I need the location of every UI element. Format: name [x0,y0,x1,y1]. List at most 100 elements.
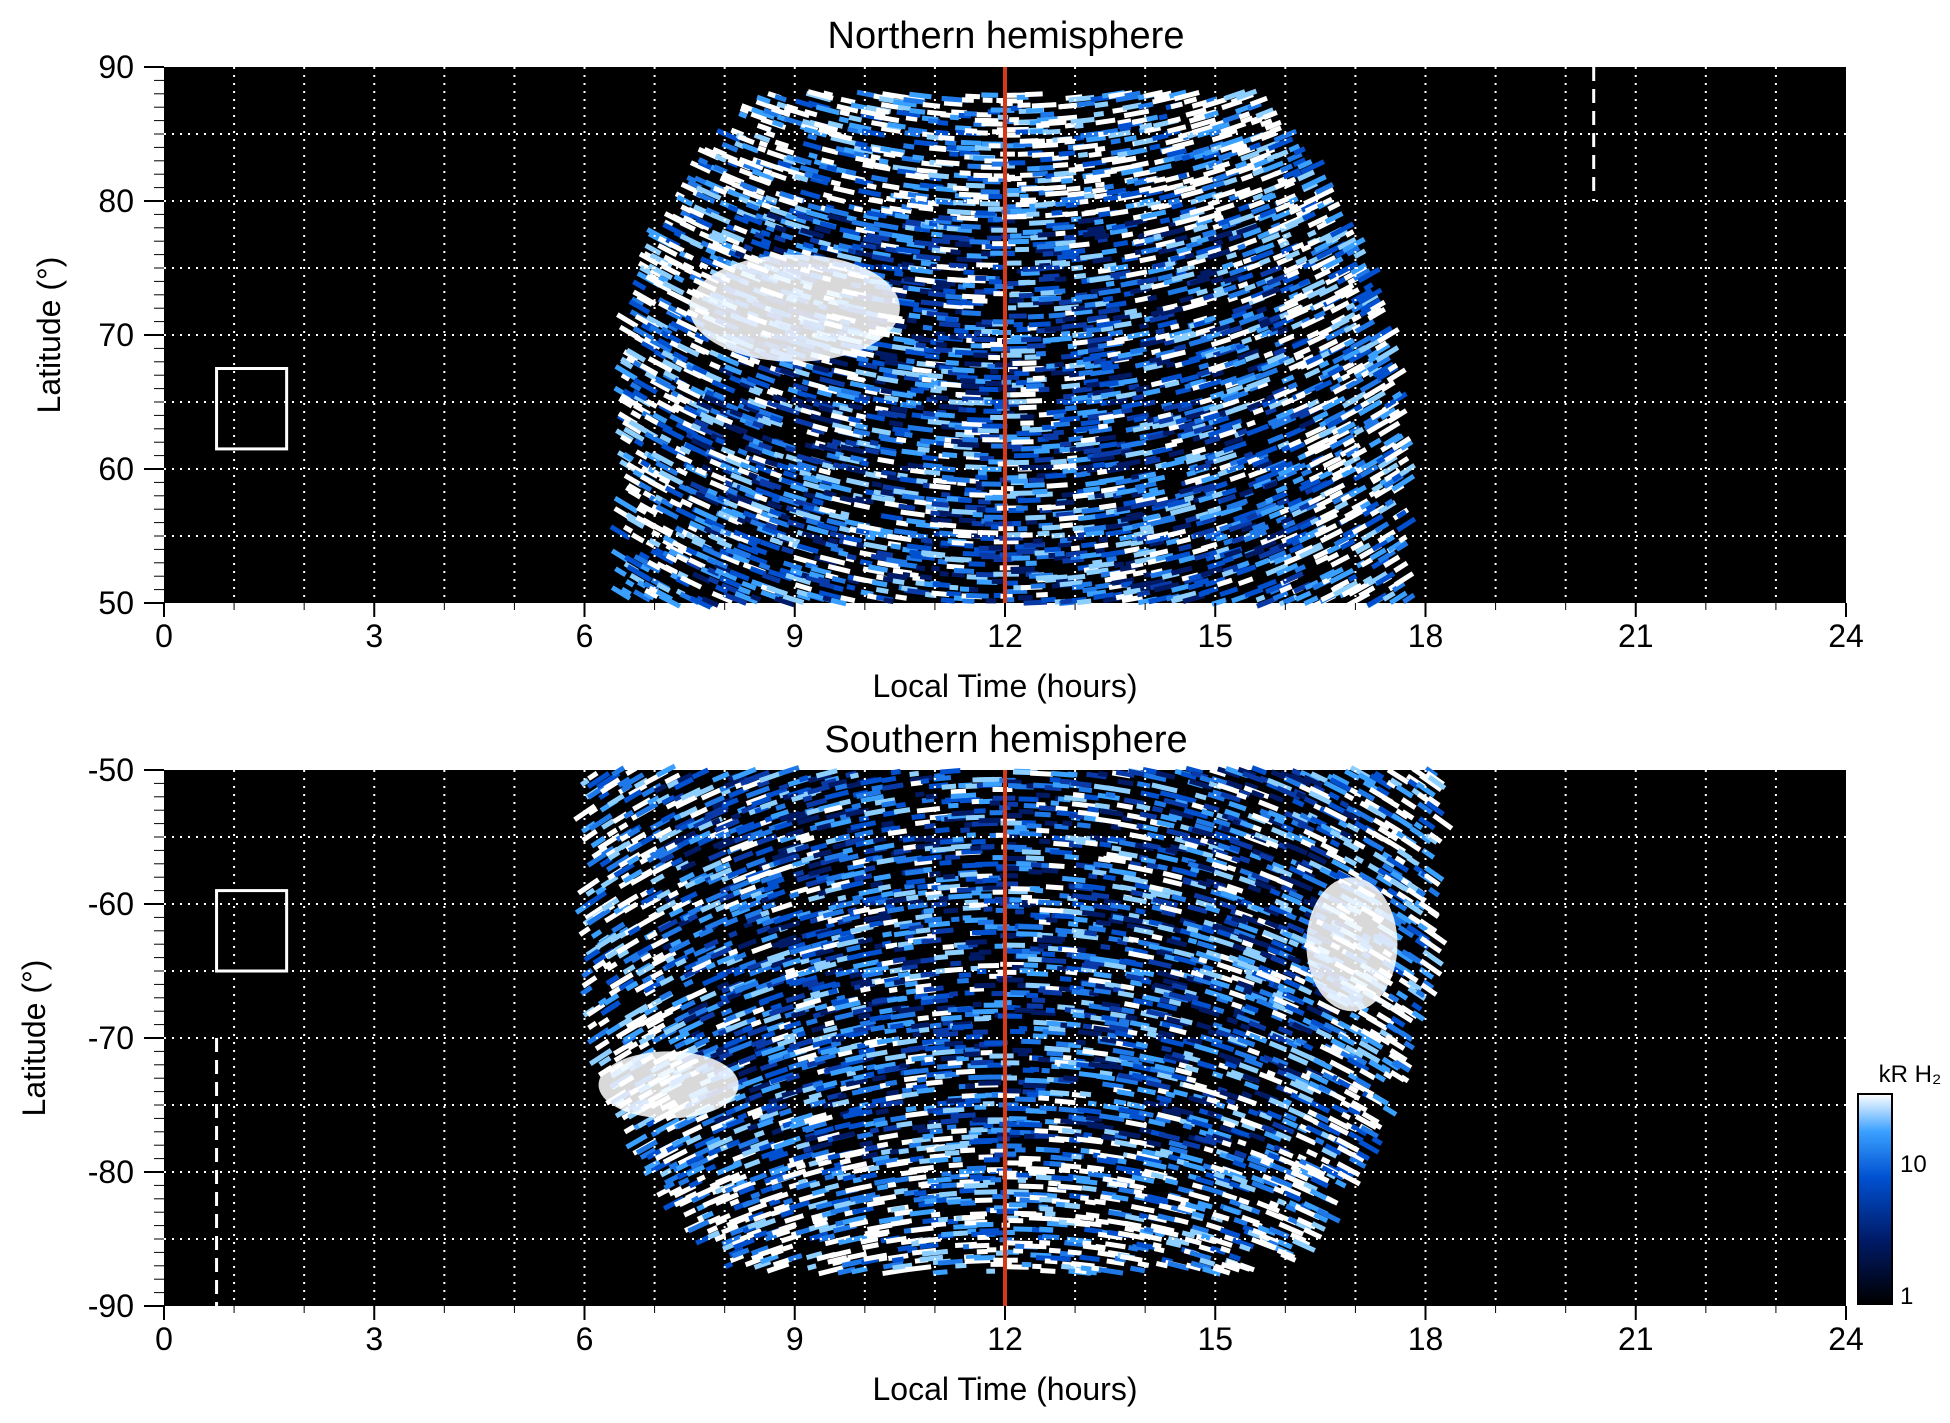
emission-streak [978,499,991,505]
emission-streak [640,322,655,333]
emission-streak [831,575,846,584]
emission-streak [1018,404,1037,411]
emission-streak [746,376,771,389]
emission-streak [752,420,765,430]
emission-streak [640,563,651,573]
emission-streak [780,513,791,521]
emission-streak [953,567,975,574]
emission-streak [648,537,661,548]
emission-streak [680,575,703,590]
emission-streak [819,554,846,566]
emission-streak [658,475,671,486]
emission-streak [639,265,655,277]
emission-streak [881,182,900,191]
emission-streak [792,155,813,166]
emission-streak [760,510,774,520]
emission-streak [877,456,895,465]
emission-streak [636,505,648,515]
emission-streak [857,523,883,533]
emission-streak [782,470,798,480]
emission-streak [730,472,754,486]
emission-streak [830,597,847,607]
emission-streak [746,401,762,412]
emission-streak [689,595,712,610]
emission-streak [669,498,683,509]
emission-streak [864,447,880,455]
emission-streak [790,483,809,494]
emission-streak [1030,583,1046,589]
emission-streak [839,454,861,465]
emission-streak [1034,367,1044,373]
emission-streak [782,593,805,605]
emission-streak [653,376,677,392]
emission-streak [676,342,700,358]
emission-streak [908,312,921,320]
emission-streak [892,578,905,586]
emission-streak [864,471,882,479]
emission-streak [830,483,852,493]
emission-streak [851,243,862,251]
emission-streak [1039,164,1056,171]
emission-streak [932,581,951,589]
emission-streak [723,172,745,186]
emission-streak [992,264,1005,270]
emission-streak [1053,421,1071,428]
emission-streak [655,280,672,293]
emission-streak [813,121,839,133]
emission-streak [811,172,832,183]
emission-streak [1009,160,1026,166]
emission-streak [1013,452,1039,459]
emission-streak [660,498,675,509]
emission-streak [743,243,754,252]
emission-streak [714,567,738,582]
emission-streak [684,266,703,280]
emission-streak [626,515,645,529]
emission-streak [689,239,704,250]
emission-streak [660,326,673,336]
emission-streak [759,539,781,551]
emission-streak [907,588,930,596]
emission-streak [964,110,978,117]
emission-streak [1072,339,1089,346]
emission-streak [848,114,863,123]
emission-streak [661,358,683,373]
emission-streak [609,524,631,541]
emission-streak [733,214,750,225]
emission-streak [817,576,831,585]
emission-streak [688,557,706,570]
emission-streak [853,205,864,213]
emission-streak [928,172,950,180]
emission-streak [1026,519,1038,525]
emission-streak [758,140,769,148]
emission-streak [695,217,713,229]
emission-streak [924,353,940,360]
emission-streak [768,568,793,582]
y-tick-label: 60 [98,451,134,487]
emission-streak [909,467,927,475]
emission-streak [724,456,744,469]
emission-streak [636,294,654,307]
emission-streak [1037,530,1050,537]
emission-streak [645,399,658,409]
emission-streak [805,209,830,221]
emission-streak [983,514,1007,520]
emission-streak [997,386,1017,392]
emission-streak [890,405,908,414]
emission-streak [957,441,980,448]
emission-streak [755,213,770,223]
emission-streak [709,361,721,371]
emission-streak [1041,443,1065,450]
emission-streak [1032,488,1048,495]
emission-streak [868,564,889,573]
emission-streak [945,293,968,301]
emission-streak [821,146,839,156]
emission-streak [711,379,736,394]
emission-streak [698,261,709,270]
emission-streak [725,402,739,412]
emission-streak [675,530,687,540]
emission-streak [951,508,977,516]
emission-streak [960,139,982,146]
south-title: Southern hemisphere [824,719,1187,761]
emission-streak [785,453,803,464]
emission-streak [1023,542,1046,549]
